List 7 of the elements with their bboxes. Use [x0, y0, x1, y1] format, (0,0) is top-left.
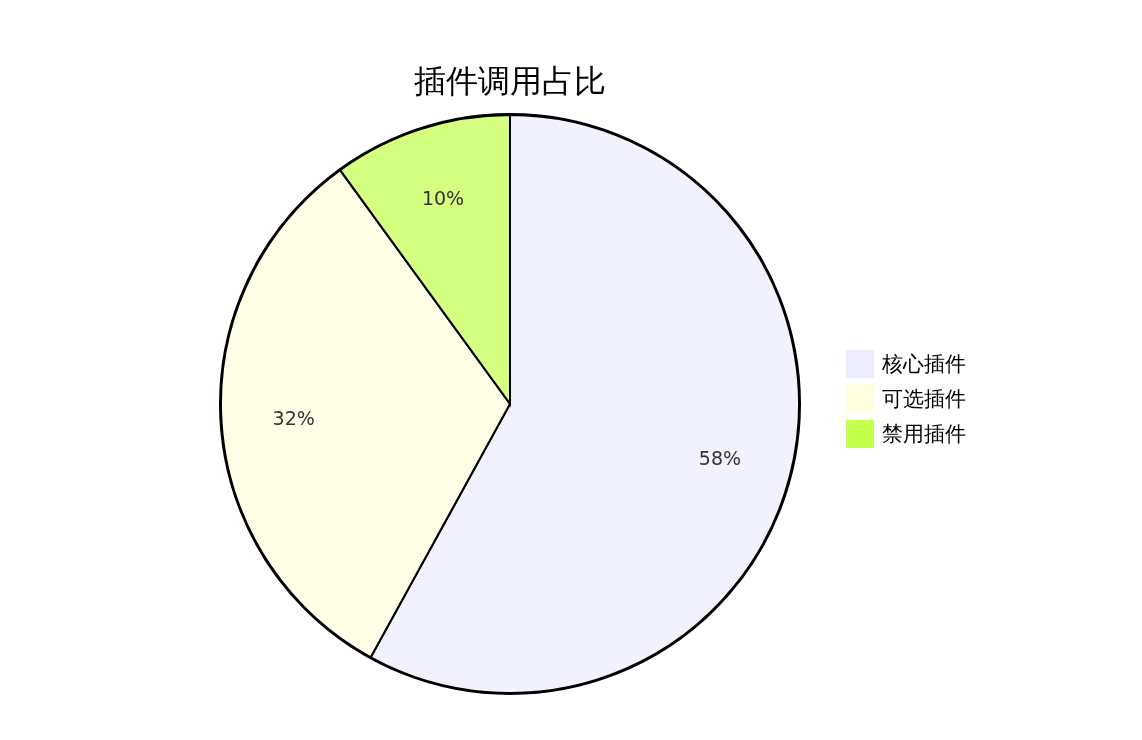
legend-label: 可选插件: [882, 387, 966, 411]
data-label: 10%: [421, 186, 465, 209]
data-label: 32%: [272, 406, 315, 429]
data-label: 58%: [698, 446, 742, 469]
legend-label: 核心插件: [881, 352, 966, 376]
legend-label: 禁用插件: [882, 422, 966, 446]
chart-title: 插件调用占比: [414, 62, 606, 100]
